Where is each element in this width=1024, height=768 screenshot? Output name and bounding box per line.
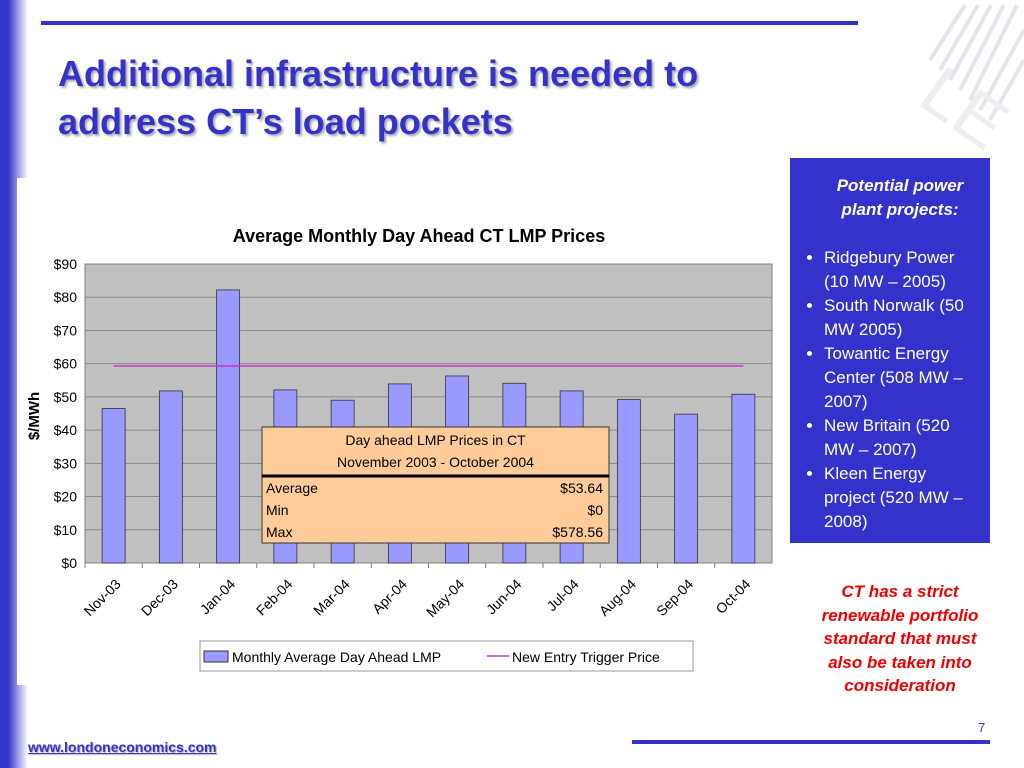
x-tick-label: Jun-04: [483, 576, 525, 618]
title-line: address CT’s load pockets: [58, 101, 513, 142]
y-tick-label: $0: [61, 555, 77, 571]
bottom-divider: [632, 740, 990, 744]
x-tick-label: Feb-04: [253, 576, 296, 619]
slide-title: Additional infrastructure is needed to a…: [58, 50, 698, 146]
page-number: 7: [978, 720, 986, 735]
y-tick-label: $60: [54, 356, 78, 372]
y-tick-label: $80: [54, 289, 78, 305]
legend-label-trigger: New Entry Trigger Price: [512, 649, 660, 665]
projects-heading: Potential power plant projects:: [800, 174, 980, 222]
website-link[interactable]: www.londoneconomics.com: [28, 739, 217, 755]
bar: [616, 399, 641, 564]
list-item: South Norwalk (50 MW 2005): [824, 294, 980, 342]
y-tick-label: $30: [54, 455, 78, 471]
chart-title: Average Monthly Day Ahead CT LMP Prices: [233, 226, 605, 246]
legend-swatch-bar: [203, 650, 229, 663]
y-tick-label: $90: [54, 256, 78, 272]
y-tick-label: $10: [54, 522, 78, 538]
legend: [199, 640, 694, 672]
y-tick-label: $70: [54, 322, 78, 338]
x-tick-label: Dec-03: [138, 576, 181, 619]
stats-value: $53.64: [560, 480, 603, 496]
list-item: Kleen Energy project (520 MW – 2008): [824, 462, 980, 534]
list-item: Ridgebury Power (10 MW – 2005): [824, 246, 980, 294]
stats-value: $578.56: [552, 524, 603, 540]
stats-box: [261, 426, 610, 544]
heading-line: Potential power: [836, 176, 964, 195]
stats-title: Day ahead LMP Prices in CT: [345, 432, 526, 448]
list-item: New Britain (520 MW – 2007): [824, 414, 980, 462]
y-tick-label: $20: [54, 489, 78, 505]
y-tick-label: $40: [54, 422, 78, 438]
x-tick-label: Sep-04: [653, 576, 696, 619]
bar: [158, 390, 183, 564]
stats-label: Min: [266, 502, 289, 518]
renewable-note: CT has a strict renewable portfolio stan…: [821, 582, 979, 695]
projects-list: Ridgebury Power (10 MW – 2005) South Nor…: [800, 246, 980, 534]
top-divider: [41, 21, 858, 25]
stats-label: Max: [266, 524, 292, 540]
stats-label: Average: [266, 480, 318, 496]
x-tick-label: May-04: [423, 576, 467, 620]
bar: [101, 408, 126, 564]
x-tick-label: Aug-04: [596, 576, 639, 619]
power-projects-box: Potential power plant projects: Ridgebury…: [790, 158, 990, 543]
x-tick-label: Apr-04: [369, 576, 410, 617]
heading-line: plant projects:: [841, 200, 959, 219]
x-tick-label: Mar-04: [310, 576, 353, 619]
x-tick-label: Jan-04: [197, 576, 239, 618]
list-item: Towantic Energy Center (508 MW – 2007): [824, 342, 980, 414]
y-tick-label: $50: [54, 389, 78, 405]
bar: [674, 413, 699, 564]
stats-value: $0: [587, 502, 603, 518]
title-line: Additional infrastructure is needed to: [58, 53, 699, 94]
bar-chart: Average Monthly Day Ahead CT LMP Prices …: [26, 226, 773, 672]
stats-subtitle: November 2003 - October 2004: [337, 454, 534, 470]
y-axis-label: $/MWh: [26, 392, 43, 440]
x-tick-label: Jul-04: [543, 576, 581, 614]
chart-panel: Average Monthly Day Ahead CT LMP Prices …: [17, 178, 785, 685]
le-logo: LE: [907, 3, 1024, 164]
legend-label-lmp: Monthly Average Day Ahead LMP: [232, 649, 441, 665]
x-tick-label: Nov-03: [81, 576, 124, 619]
bar: [731, 393, 756, 564]
x-tick-label: Oct-04: [712, 576, 753, 617]
bar: [216, 289, 241, 564]
